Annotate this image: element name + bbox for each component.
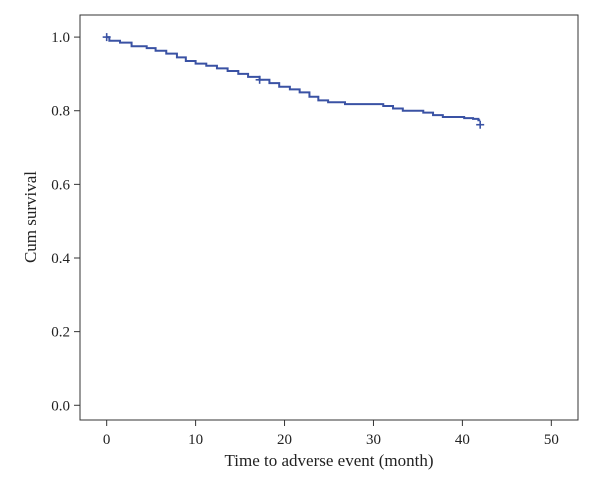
x-tick-label: 10	[188, 432, 203, 448]
x-tick-label: 20	[277, 432, 292, 448]
y-tick-label: 0.8	[51, 104, 70, 120]
axis-ticks	[74, 36, 552, 426]
y-axis-title: Cum survival	[21, 171, 40, 263]
axis-tick-labels: 0 10 20 30 40 50 0.0 0.2 0.4 0.6 0.8 1.0	[51, 30, 559, 448]
y-tick-label: 0.0	[51, 398, 70, 414]
y-tick-label: 0.6	[51, 177, 70, 193]
x-tick-label: 50	[544, 432, 559, 448]
plot-frame	[79, 14, 579, 421]
censor-mark	[102, 33, 111, 42]
y-tick-label: 0.4	[51, 251, 70, 267]
x-axis-title: Time to adverse event (month)	[225, 451, 434, 470]
censor-mark	[476, 120, 485, 129]
censor-mark	[255, 75, 264, 84]
survival-curve	[106, 36, 481, 122]
series-layer	[102, 33, 485, 129]
y-tick-label: 1.0	[51, 30, 70, 46]
x-tick-label: 30	[366, 432, 381, 448]
x-tick-label: 40	[455, 432, 470, 448]
y-tick-label: 0.2	[51, 325, 70, 341]
x-tick-label: 0	[103, 432, 111, 448]
